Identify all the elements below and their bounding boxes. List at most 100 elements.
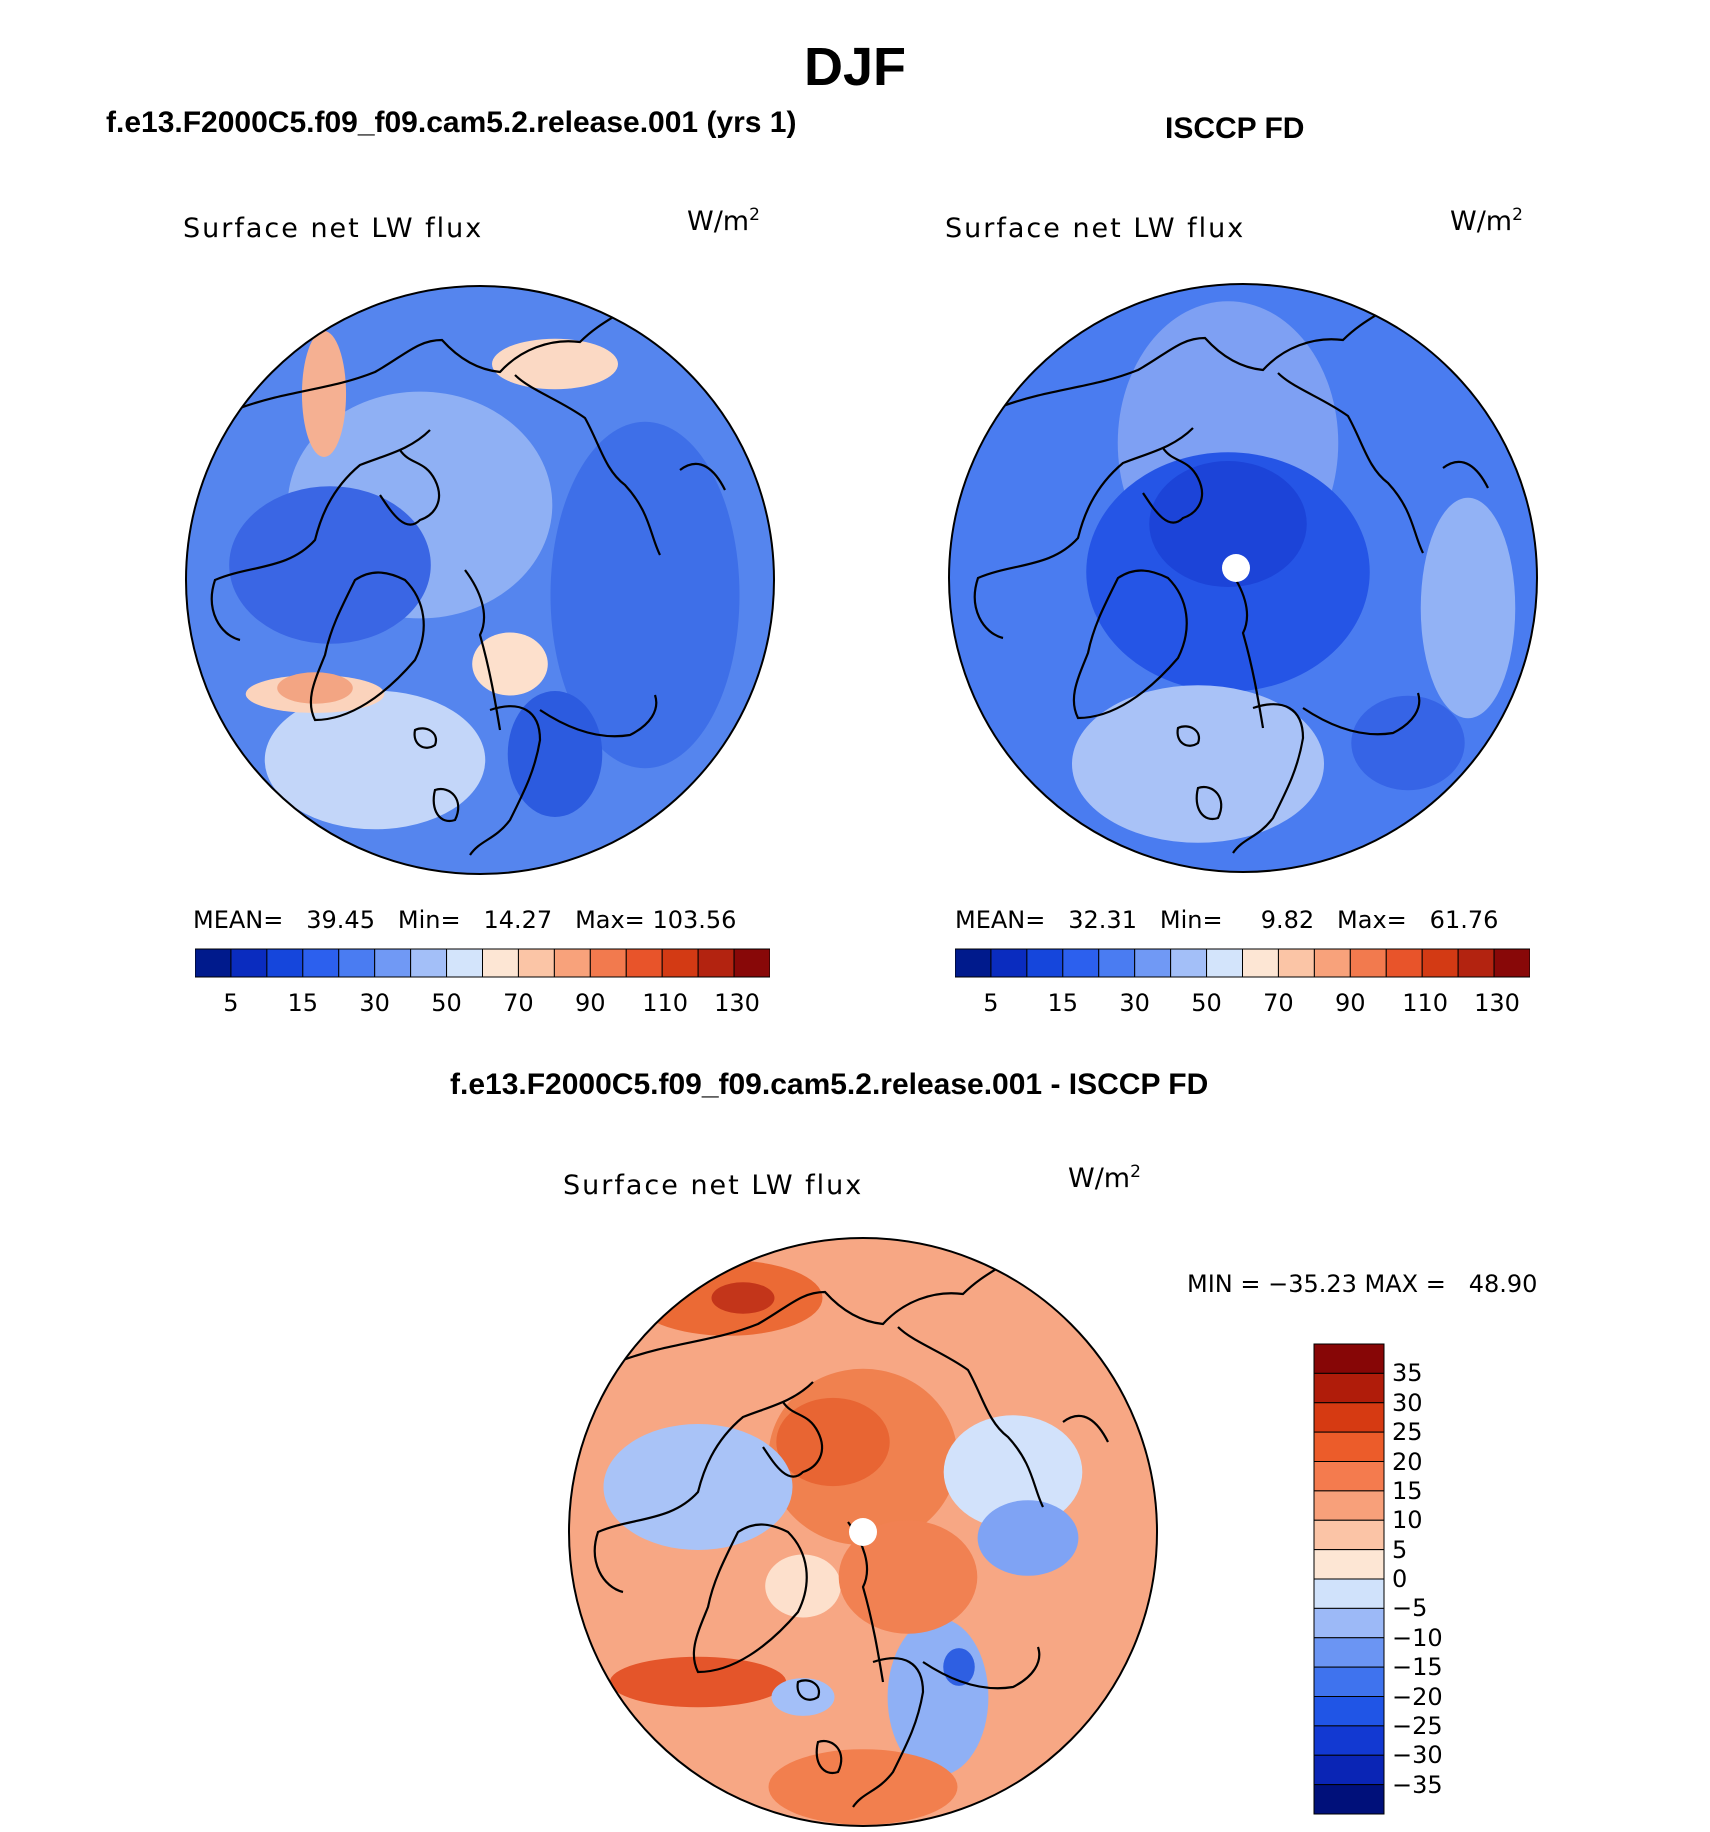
field-patch-4 — [711, 1282, 775, 1314]
colorbar-swatch — [517, 948, 555, 978]
colorbar-tick-label: −15 — [1392, 1653, 1443, 1682]
field-patch-6 — [1351, 695, 1465, 791]
colorbar-swatch — [733, 948, 770, 978]
colorbar-tick-label: 20 — [1392, 1447, 1423, 1476]
colorbar-tick-label: 25 — [1392, 1418, 1423, 1447]
colorbar-swatch — [1098, 948, 1136, 978]
diff-variable-label: Surface net LW flux — [563, 1170, 864, 1201]
field-patch-2 — [550, 421, 740, 769]
obs-polar-map — [948, 283, 1538, 873]
colorbar-swatch — [1313, 1578, 1385, 1609]
field-patch-9 — [472, 632, 548, 696]
colorbar-swatch — [1134, 948, 1172, 978]
colorbar-swatch — [553, 948, 591, 978]
model-case-title: f.e13.F2000C5.f09_f09.cam5.2.release.001… — [106, 106, 797, 139]
field-patch-8 — [301, 331, 347, 457]
colorbar-swatch — [1313, 1490, 1385, 1521]
colorbar-swatch — [955, 948, 992, 978]
diff-pole-hole — [849, 1518, 877, 1546]
colorbar-swatch — [1313, 1754, 1385, 1786]
colorbar-swatch — [1313, 1666, 1385, 1697]
colorbar-tick-label: 5 — [223, 989, 239, 1017]
diff-stats: MIN = −35.23 MAX = 48.90 — [1187, 1270, 1538, 1298]
diff-units-label: W/m2 — [1068, 1162, 1141, 1194]
colorbar-tick-label: −25 — [1392, 1711, 1443, 1740]
field-patch-6 — [943, 1415, 1083, 1529]
colorbar-swatch — [1493, 948, 1530, 978]
field-patch-5 — [1420, 497, 1516, 719]
colorbar-swatch — [1206, 948, 1243, 978]
colorbar-swatch — [374, 948, 412, 978]
colorbar-swatch — [1170, 948, 1208, 978]
model-variable-label: Surface net LW flux — [183, 213, 484, 244]
colorbar-swatch — [625, 948, 663, 978]
colorbar-tick-label: 30 — [1392, 1388, 1423, 1417]
colorbar-tick-label: 35 — [1392, 1359, 1423, 1388]
colorbar-swatch — [1457, 948, 1495, 978]
season-title: DJF — [803, 37, 906, 97]
colorbar-swatch — [1313, 1784, 1385, 1815]
colorbar-swatch — [697, 948, 735, 978]
model-colorbar-ticks: 5 15 30 50 70 90 110 130 — [195, 985, 770, 1019]
colorbar-tick-label: 90 — [575, 989, 606, 1017]
colorbar-tick-label: 50 — [1191, 989, 1222, 1017]
colorbar-swatch — [1242, 948, 1279, 978]
obs-colorbar-ticks: 5 15 30 50 70 90 110 130 — [955, 985, 1530, 1019]
colorbar-swatch — [1313, 1725, 1385, 1756]
colorbar-tick-label: 130 — [1474, 989, 1520, 1017]
colorbar-tick-label: −30 — [1392, 1741, 1443, 1770]
colorbar-swatch — [1026, 948, 1064, 978]
diff-colorbar-ticks: 35 30 25 20 15 10 5 0 −5 −10 −15 −20 −25 −30 −35 — [1392, 1343, 1462, 1815]
colorbar-tick-label: −5 — [1392, 1594, 1428, 1623]
colorbar-tick-label: −10 — [1392, 1623, 1443, 1652]
colorbar-swatch — [446, 948, 483, 978]
model-colorbar — [195, 948, 770, 978]
colorbar-swatch — [1313, 948, 1351, 978]
field-patch-4 — [264, 690, 486, 830]
colorbar-swatch — [195, 948, 232, 978]
colorbar-swatch — [410, 948, 448, 978]
field-patch-10 — [609, 1656, 787, 1708]
colorbar-swatch — [1062, 948, 1100, 978]
field-patch-3 — [229, 486, 431, 644]
colorbar-tick-label: 15 — [1392, 1476, 1423, 1505]
colorbar-tick-label: 70 — [1263, 989, 1294, 1017]
colorbar-swatch — [661, 948, 699, 978]
obs-coastlines — [973, 299, 1489, 854]
field-patch-2 — [776, 1397, 890, 1487]
model-stats: MEAN= 39.45 Min= 14.27 Max= 103.56 — [193, 906, 737, 934]
colorbar-tick-label: 10 — [1392, 1506, 1423, 1535]
colorbar-swatch — [1313, 1549, 1385, 1580]
field-patch-3 — [1149, 461, 1307, 587]
colorbar-swatch — [1313, 1637, 1385, 1668]
field-patch-5 — [603, 1424, 793, 1550]
colorbar-tick-label: 70 — [503, 989, 534, 1017]
obs-stats: MEAN= 32.31 Min= 9.82 Max= 61.76 — [955, 906, 1499, 934]
obs-colorbar — [955, 948, 1530, 978]
field-patch-12 — [838, 1520, 978, 1634]
field-patch-7 — [977, 1500, 1079, 1576]
colorbar-tick-label: 0 — [1392, 1565, 1408, 1593]
colorbar-swatch — [1313, 1461, 1385, 1492]
colorbar-tick-label: −35 — [1392, 1770, 1443, 1799]
obs-units-label: W/m2 — [1450, 205, 1523, 237]
diff-title: f.e13.F2000C5.f09_f09.cam5.2.release.001… — [450, 1068, 1209, 1101]
colorbar-swatch — [1421, 948, 1459, 978]
colorbar-swatch — [1313, 1607, 1385, 1639]
colorbar-swatch — [266, 948, 304, 978]
colorbar-tick-label: 30 — [359, 989, 390, 1017]
colorbar-swatch — [338, 948, 376, 978]
colorbar-swatch — [1277, 948, 1315, 978]
obs-pole-hole — [1222, 554, 1250, 582]
colorbar-swatch — [1349, 948, 1387, 978]
colorbar-tick-label: 15 — [1047, 989, 1079, 1017]
field-patch-6 — [277, 672, 353, 704]
colorbar-swatch — [1385, 948, 1423, 978]
field-patch-10 — [507, 691, 603, 817]
colorbar-tick-label: 110 — [642, 989, 688, 1017]
field-patch-7 — [492, 338, 618, 390]
obs-variable-label: Surface net LW flux — [945, 213, 1246, 244]
colorbar-swatch — [230, 948, 268, 978]
model-polar-map — [185, 285, 775, 875]
diff-coastlines — [593, 1253, 1109, 1808]
